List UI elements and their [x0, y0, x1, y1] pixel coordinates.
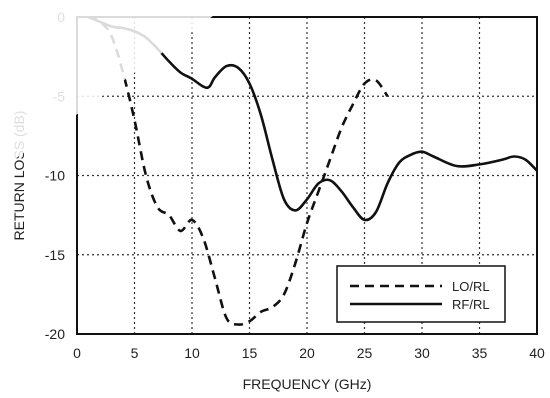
- legend-label-rf-rl: RF/RL: [452, 297, 490, 312]
- legend: LO/RL RF/RL: [336, 265, 506, 323]
- x-tick-label: 40: [529, 345, 545, 361]
- y-axis-label: RETURN LOSS (dB): [11, 111, 27, 241]
- y-tick-label: 0: [57, 9, 65, 25]
- series-line-lo-rl: [87, 15, 389, 326]
- x-tick-label: 30: [414, 345, 430, 361]
- series-line-rf-rl: [87, 15, 538, 222]
- x-tick-label: 5: [131, 345, 139, 361]
- x-tick-label: 35: [472, 345, 488, 361]
- y-tick-labels: 0 -5 -10 -15 -20: [45, 9, 65, 342]
- x-axis-label: FREQUENCY (GHz): [243, 376, 372, 392]
- legend-box: [336, 265, 506, 323]
- x-tick-label: 25: [357, 345, 373, 361]
- x-tick-label: 10: [184, 345, 200, 361]
- x-tick-labels: 0 5 10 15 20 25 30 35 40: [73, 345, 545, 361]
- y-tick-label: -10: [45, 168, 65, 184]
- x-tick-label: 15: [242, 345, 258, 361]
- x-tick-label: 20: [299, 345, 315, 361]
- x-tick-label: 0: [73, 345, 81, 361]
- plot-frame: [76, 16, 538, 335]
- legend-label-lo-rl: LO/RL: [452, 279, 490, 294]
- y-tick-label: -5: [53, 88, 66, 104]
- y-tick-label: -20: [45, 326, 65, 342]
- y-tick-label: -15: [45, 247, 65, 263]
